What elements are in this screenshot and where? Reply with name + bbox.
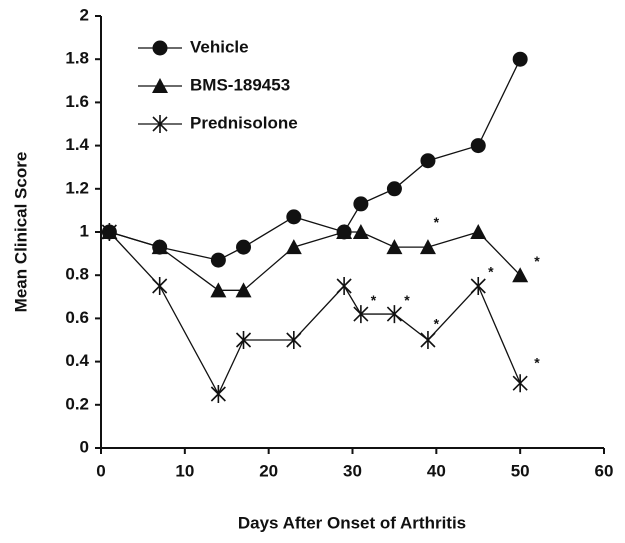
marker: [336, 224, 353, 239]
marker: [353, 196, 369, 212]
x-tick-label: 50: [511, 461, 530, 480]
annotation: *: [534, 253, 540, 269]
annotation: *: [534, 354, 540, 370]
y-tick-label: 1.4: [65, 135, 89, 154]
marker: [236, 239, 252, 255]
marker: [420, 331, 436, 349]
legend-marker: [152, 40, 168, 56]
marker: [210, 282, 227, 298]
x-tick-label: 0: [96, 461, 105, 480]
series-line: [108, 231, 521, 396]
marker: [470, 138, 486, 154]
y-tick-label: 0.2: [65, 394, 89, 413]
x-tick-label: 10: [175, 461, 194, 480]
marker: [235, 282, 252, 298]
y-axis-label: Mean Clinical Score: [11, 152, 30, 313]
marker: [386, 239, 403, 255]
annotation: *: [371, 292, 377, 308]
series-line: [109, 231, 521, 291]
x-tick-label: 40: [427, 461, 446, 480]
marker: [336, 277, 352, 295]
y-tick-label: 0: [80, 437, 89, 456]
y-tick-label: 1.8: [65, 49, 89, 68]
marker: [210, 385, 226, 403]
x-tick-label: 20: [259, 461, 278, 480]
y-tick-label: 0.8: [65, 265, 89, 284]
y-tick-label: 1: [80, 221, 89, 240]
marker: [353, 305, 369, 324]
marker: [470, 277, 486, 295]
marker: [419, 239, 436, 255]
marker: [286, 331, 302, 349]
marker: [152, 277, 168, 295]
marker: [101, 223, 117, 241]
marker: [151, 239, 168, 255]
legend-label: BMS-189453: [190, 75, 290, 94]
marker: [352, 224, 369, 239]
legend-marker: [152, 115, 168, 133]
marker: [470, 224, 487, 239]
x-axis-label: Days After Onset of Arthritis: [238, 513, 466, 532]
marker: [235, 331, 252, 349]
x-tick-label: 30: [343, 461, 362, 480]
annotation: *: [488, 264, 494, 280]
annotation: *: [434, 316, 440, 332]
y-tick-label: 2: [80, 5, 89, 24]
marker: [420, 153, 436, 169]
x-tick-label: 60: [595, 461, 614, 480]
marker: [512, 267, 529, 283]
series-line: [109, 58, 521, 261]
marker: [286, 209, 302, 225]
y-tick-label: 1.6: [65, 92, 89, 111]
annotation: *: [434, 214, 440, 230]
legend-marker: [152, 78, 168, 93]
y-tick-label: 0.4: [65, 351, 89, 370]
legend-label: Prednisolone: [190, 113, 298, 132]
marker: [386, 305, 402, 324]
marker: [512, 51, 528, 67]
marker: [210, 252, 226, 268]
annotation: *: [404, 292, 410, 308]
marker: [285, 239, 302, 255]
y-tick-label: 0.6: [65, 308, 89, 327]
y-tick-label: 1.2: [65, 178, 89, 197]
marker: [386, 181, 402, 197]
legend-label: Vehicle: [190, 37, 249, 56]
marker: [512, 374, 528, 393]
